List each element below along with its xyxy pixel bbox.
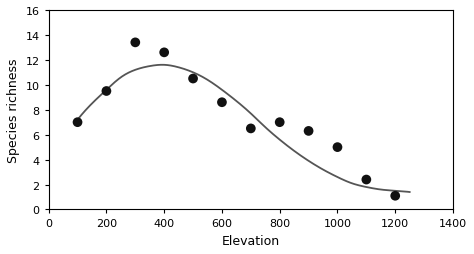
Point <box>74 121 82 125</box>
Point <box>392 194 399 198</box>
Point <box>131 41 139 45</box>
Point <box>305 129 312 133</box>
Point <box>218 101 226 105</box>
Point <box>276 121 283 125</box>
Point <box>103 90 110 94</box>
Point <box>334 146 341 150</box>
Point <box>247 127 255 131</box>
X-axis label: Elevation: Elevation <box>222 234 280 247</box>
Point <box>189 77 197 81</box>
Point <box>363 178 370 182</box>
Point <box>160 51 168 55</box>
Y-axis label: Species richness: Species richness <box>7 58 20 162</box>
